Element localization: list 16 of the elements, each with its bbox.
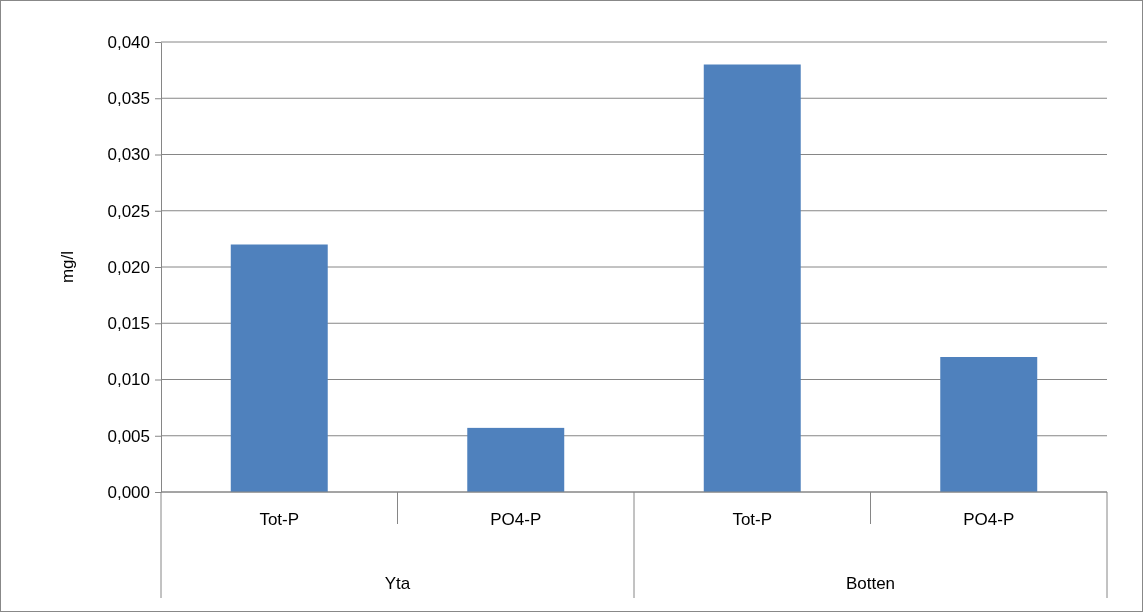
text: Yta <box>384 574 411 593</box>
y-tick-label: 0,005 <box>107 426 150 446</box>
y-tick-label: 0,030 <box>107 145 150 165</box>
x-tick-label: PO4-P <box>490 510 542 529</box>
y-tick-label: 0,025 <box>107 201 150 221</box>
y-tick-label: 0,035 <box>107 89 150 109</box>
text: Botten <box>845 574 896 593</box>
x-tick-label: Tot-P <box>259 510 300 529</box>
y-tick-label: 0,040 <box>107 32 150 52</box>
y-tick-label: 0,000 <box>107 482 150 502</box>
x-tick-label: PO4-P <box>963 510 1015 529</box>
y-tick-label: 0,015 <box>107 314 150 334</box>
y-axis-title: mg/l <box>58 250 77 284</box>
x-tick-label: Tot-P <box>732 510 773 529</box>
y-tick-label: 0,010 <box>107 370 150 390</box>
y-tick-label: 0,020 <box>107 257 150 277</box>
